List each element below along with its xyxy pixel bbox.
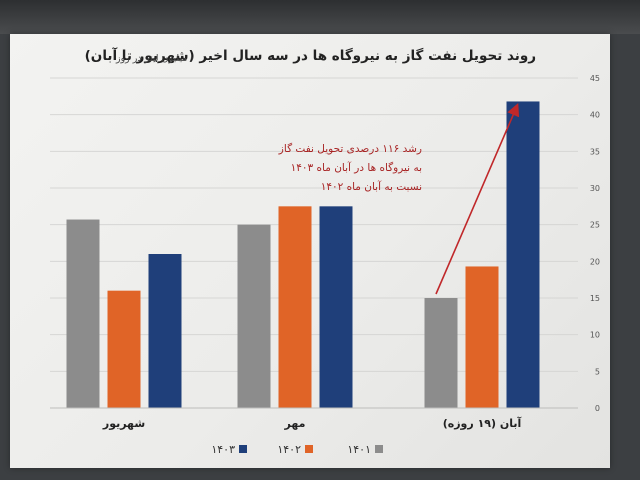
y-tick-label: 5 [595, 367, 600, 376]
bar-۱۴۰۳-1 [319, 206, 353, 408]
x-category-label: مهر [284, 417, 306, 430]
legend-swatch-۱۴۰۲ [305, 445, 313, 453]
y-tick-label: 15 [590, 294, 600, 303]
chart-title: روند تحویل نفت گاز به نیروگاه ها در سه س… [84, 48, 536, 64]
background-strip [0, 0, 640, 34]
x-category-label: آبان (۱۹ روزه) [443, 416, 522, 430]
x-category-label: شهریور [102, 417, 145, 430]
bar-۱۴۰۳-2 [506, 101, 540, 408]
legend-swatch-۱۴۰۱ [375, 445, 383, 453]
bar-۱۴۰۱-2 [424, 298, 458, 408]
growth-arrow [435, 103, 520, 295]
y-tick-label: 40 [590, 111, 600, 120]
bar-۱۴۰۲-1 [278, 206, 312, 408]
legend-label-۱۴۰۳: ۱۴۰۳ [211, 443, 235, 456]
chart-subtitle: - میلیون لیتر در روز [116, 53, 194, 64]
annotation-line-3: نسبت به آبان ماه ۱۴۰۲ [320, 181, 422, 193]
y-tick-label: 20 [590, 257, 600, 266]
legend-swatch-۱۴۰۳ [239, 445, 247, 453]
y-tick-label: 25 [590, 221, 600, 230]
annotation-line-2: به نیروگاه ها در آبان ماه ۱۴۰۳ [290, 162, 422, 174]
bar-۱۴۰۲-0 [107, 290, 141, 408]
bar-۱۴۰۱-1 [237, 224, 271, 408]
y-tick-label: 0 [595, 404, 600, 413]
bar-۱۴۰۳-0 [148, 254, 182, 408]
bar-۱۴۰۱-0 [66, 219, 100, 408]
bar-۱۴۰۲-2 [465, 266, 499, 408]
legend-label-۱۴۰۲: ۱۴۰۲ [277, 443, 301, 456]
y-tick-label: 35 [590, 147, 600, 156]
growth-annotation: رشد ۱۱۶ درصدی تحویل نفت گاز به نیروگاه ه… [278, 140, 422, 197]
y-tick-label: 10 [590, 331, 600, 340]
y-tick-label: 30 [590, 184, 600, 193]
annotation-line-1: رشد ۱۱۶ درصدی تحویل نفت گاز [278, 143, 422, 155]
y-tick-label: 45 [590, 74, 600, 83]
legend-label-۱۴۰۱: ۱۴۰۱ [347, 443, 371, 456]
